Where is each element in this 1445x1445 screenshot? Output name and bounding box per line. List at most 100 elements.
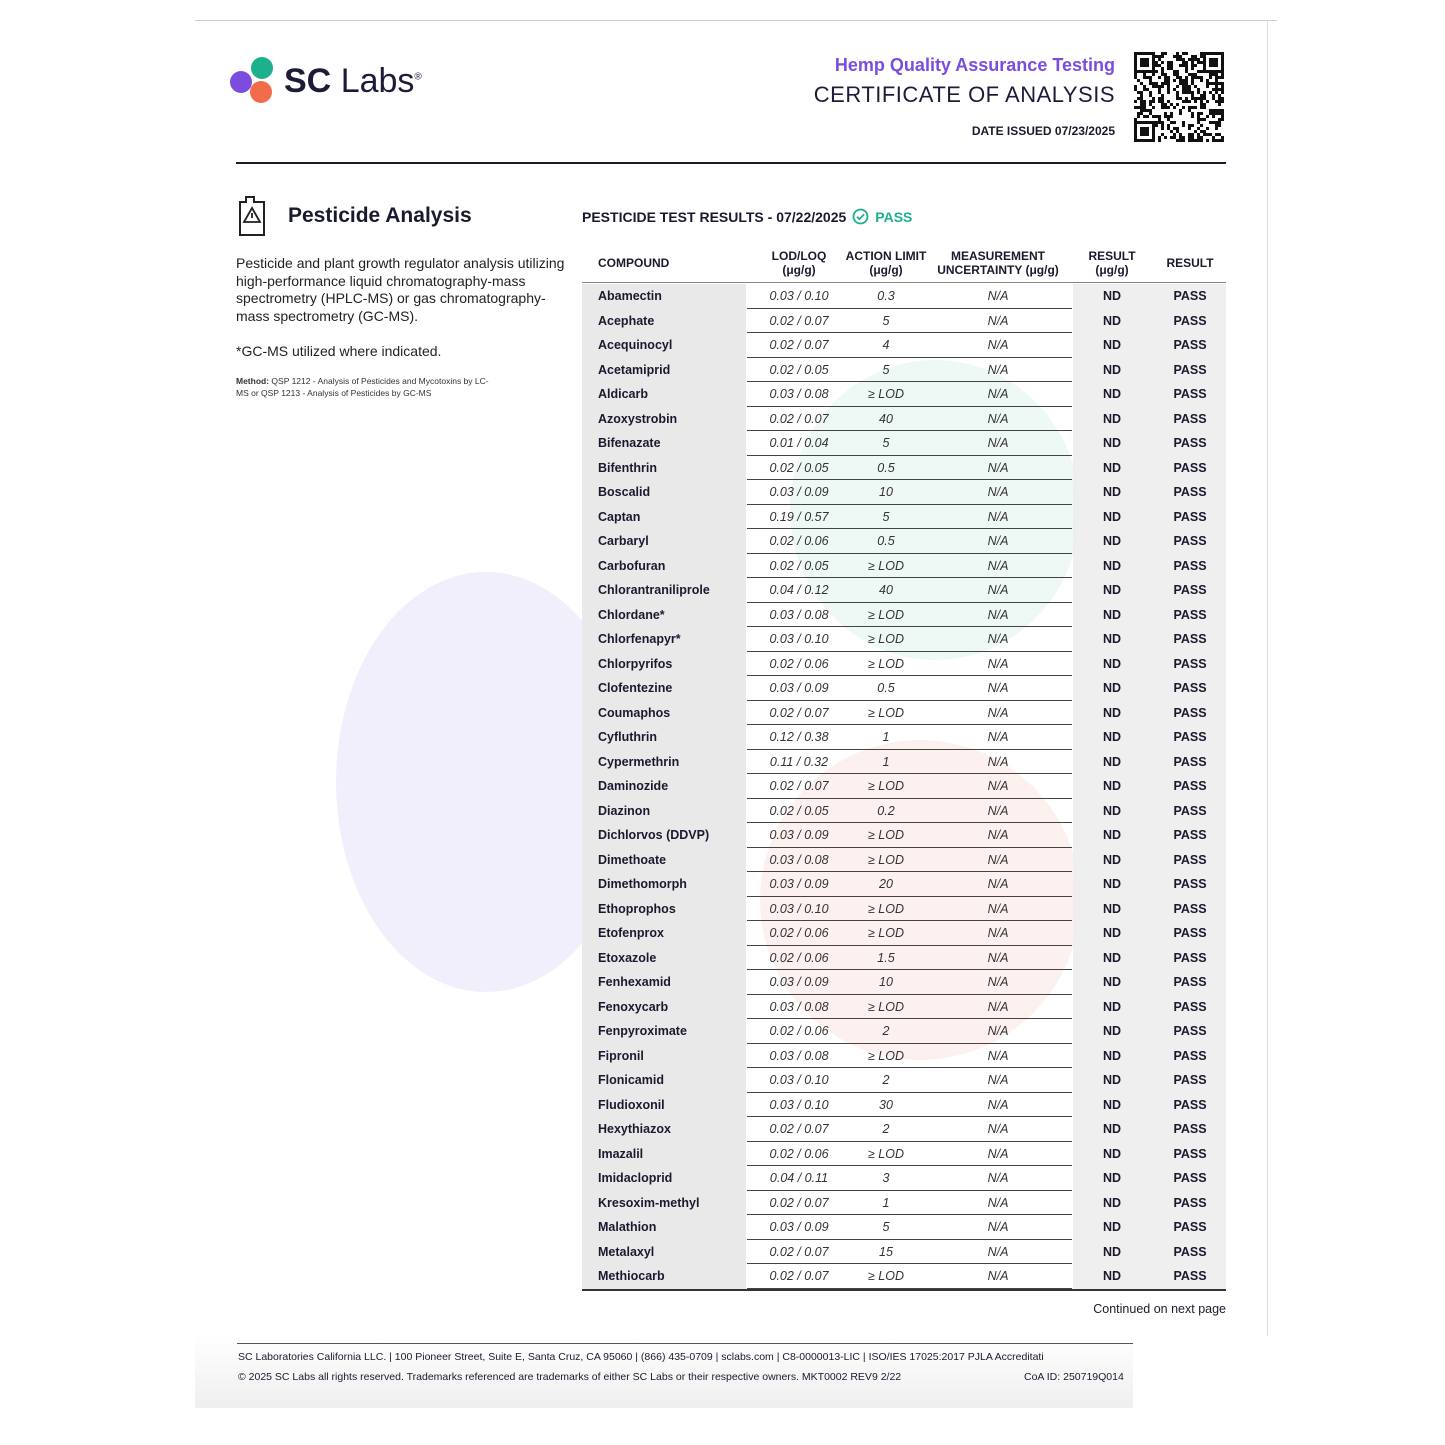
cell-value: PASS	[1173, 999, 1207, 1014]
qr-module	[1143, 85, 1146, 88]
qr-module	[1137, 91, 1140, 94]
cell-value: N/A	[987, 1048, 1009, 1063]
qr-module	[1200, 52, 1203, 55]
cell-value: ND	[1102, 681, 1122, 695]
qr-module	[1185, 88, 1188, 91]
qr-module	[1149, 76, 1152, 79]
cell-value: N/A	[987, 558, 1009, 573]
logo-bold: SC	[284, 62, 332, 100]
qr-module	[1155, 70, 1158, 73]
qr-module	[1143, 103, 1146, 106]
cell-value: PASS	[1173, 558, 1207, 573]
qr-module	[1164, 82, 1167, 85]
cell-value: ND	[1102, 1073, 1122, 1087]
qr-module	[1158, 85, 1161, 88]
cell-value: N/A	[987, 289, 1009, 303]
cell-value: 0.02 / 0.07	[769, 705, 829, 720]
qr-module	[1173, 55, 1176, 58]
qr-module	[1164, 136, 1167, 139]
row-separator	[747, 1263, 1072, 1264]
qr-module	[1179, 139, 1182, 142]
cell-value: 0.03 / 0.08	[769, 1048, 829, 1063]
qr-module	[1200, 76, 1203, 79]
qr-module	[1158, 76, 1161, 79]
cell-value: 0.2	[877, 803, 895, 818]
qr-module	[1143, 106, 1146, 109]
qr-module	[1197, 115, 1200, 118]
compound: Ethoprophos	[598, 901, 676, 916]
qr-module	[1155, 121, 1158, 124]
cell-value: PASS	[1173, 950, 1207, 965]
cell-value: 1	[882, 730, 890, 744]
qr-module	[1137, 97, 1140, 100]
qr-module	[1215, 124, 1218, 127]
qr-module	[1203, 106, 1206, 109]
qr-module	[1161, 85, 1164, 88]
cell-value: ND	[1102, 558, 1122, 573]
qr-module	[1194, 73, 1197, 76]
qr-module	[1158, 100, 1161, 103]
section-note: *GC-MS utilized where indicated.	[236, 343, 442, 359]
cell-value: PASS	[1173, 730, 1207, 744]
cell-value: 0.03 / 0.09	[769, 681, 829, 695]
qr-module	[1221, 118, 1224, 121]
cell-value: 1.5	[877, 950, 895, 965]
row-separator	[747, 356, 1072, 358]
cell-value: ND	[1102, 289, 1122, 303]
qr-module	[1185, 70, 1188, 73]
footer-coa-id: CoA ID: 250719Q014	[1024, 1371, 1124, 1383]
qr-module	[1215, 112, 1218, 115]
qr-module	[1197, 133, 1200, 136]
qr-module	[1179, 82, 1182, 85]
cell-value: ND	[1102, 436, 1122, 450]
qr-module	[1191, 115, 1194, 118]
qr-module	[1188, 85, 1191, 88]
row-separator	[747, 1287, 1072, 1289]
cell-value: N/A	[987, 1195, 1009, 1210]
qr-module	[1212, 73, 1215, 76]
qr-module	[1197, 118, 1200, 121]
qr-module	[1152, 85, 1155, 88]
qr-module	[1170, 136, 1173, 139]
qr-module	[1200, 70, 1203, 73]
qr-module	[1167, 115, 1170, 118]
qr-module	[1209, 133, 1212, 136]
cell-value: ND	[1102, 485, 1122, 499]
cell-value: 0.03 / 0.08	[769, 607, 829, 622]
cell-value: 10	[879, 975, 893, 989]
qr-module	[1134, 106, 1137, 109]
qr-module	[1176, 103, 1179, 106]
qr-module	[1182, 58, 1185, 61]
qr-module	[1215, 139, 1218, 142]
qr-module	[1155, 64, 1158, 67]
qr-module	[1194, 58, 1197, 61]
qr-module	[1215, 121, 1218, 124]
qr-module	[1167, 106, 1170, 109]
qr-module	[1206, 82, 1209, 85]
cell-value: PASS	[1173, 975, 1207, 989]
qr-module	[1149, 82, 1152, 85]
qr-module	[1212, 88, 1215, 91]
cell-value: 0.5	[877, 534, 895, 548]
qr-module	[1194, 97, 1197, 100]
qr-module	[1161, 70, 1164, 73]
cell-value: 0.03 / 0.10	[769, 632, 829, 646]
qr-module	[1158, 91, 1161, 94]
qr-module	[1149, 94, 1152, 97]
cell-value: PASS	[1173, 313, 1207, 328]
qr-module	[1197, 70, 1200, 73]
qr-module	[1221, 85, 1224, 88]
qr-module	[1191, 124, 1194, 127]
qr-module	[1209, 82, 1212, 85]
column-header: MEASUREMENT	[950, 249, 1045, 263]
cell-value: PASS	[1173, 681, 1207, 695]
compound: Hexythiazox	[598, 1122, 671, 1136]
qr-module	[1191, 133, 1194, 136]
qr-module	[1218, 97, 1221, 100]
qr-module	[1215, 79, 1218, 82]
qr-module	[1134, 118, 1137, 121]
qr-module	[1218, 112, 1221, 115]
cell-value: 0.02 / 0.07	[769, 1244, 829, 1259]
qr-module	[1182, 61, 1185, 64]
cell-value: N/A	[987, 705, 1009, 720]
